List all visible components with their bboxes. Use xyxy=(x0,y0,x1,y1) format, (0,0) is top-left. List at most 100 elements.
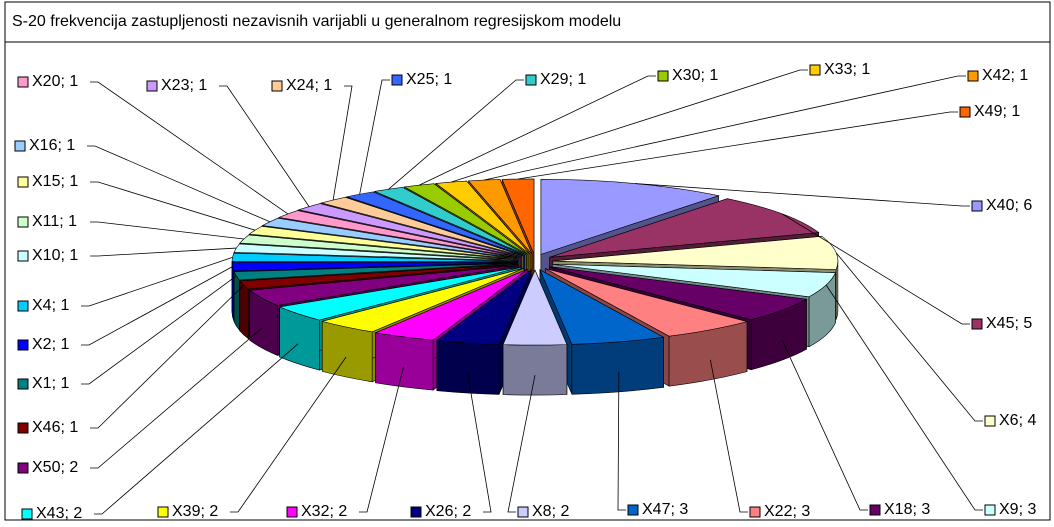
label-value: 3 xyxy=(1027,501,1036,518)
leader-line xyxy=(81,256,233,307)
slice-top xyxy=(539,269,665,345)
leader-line xyxy=(90,181,256,231)
label-category: X1 xyxy=(32,375,52,392)
legend-swatch xyxy=(657,70,669,82)
label-separator: ; xyxy=(852,61,861,78)
slice-side xyxy=(239,280,249,340)
label-category: X42 xyxy=(982,67,1011,84)
legend-swatch xyxy=(971,200,983,212)
leader-line xyxy=(450,69,808,183)
label-value: 3 xyxy=(801,503,810,520)
data-label: X29; 1 xyxy=(540,71,586,88)
label-value: 3 xyxy=(921,501,930,518)
label-category: X23 xyxy=(161,77,190,94)
label-separator: ; xyxy=(57,137,66,154)
slice-top xyxy=(467,179,533,255)
data-label: X1; 1 xyxy=(32,375,69,392)
legend-swatch xyxy=(17,250,29,262)
label-value: 1 xyxy=(66,137,75,154)
data-label: X42; 1 xyxy=(982,67,1028,84)
label-value: 1 xyxy=(709,67,718,84)
label-category: X50 xyxy=(32,459,61,476)
label-value: 1 xyxy=(69,247,78,264)
label-value: 2 xyxy=(69,459,78,476)
label-category: X26 xyxy=(425,503,454,520)
data-label: X18; 3 xyxy=(884,501,930,518)
label-separator: ; xyxy=(52,336,61,353)
label-separator: ; xyxy=(60,247,69,264)
label-category: X18 xyxy=(884,501,913,518)
label-separator: ; xyxy=(1019,501,1028,518)
data-label: X49; 1 xyxy=(974,103,1020,120)
leader-line xyxy=(467,372,492,513)
label-value: 2 xyxy=(73,505,82,522)
leader-line xyxy=(359,79,390,195)
data-label: X4; 1 xyxy=(32,297,69,314)
label-category: X33 xyxy=(824,61,853,78)
legend-swatch xyxy=(971,318,983,330)
legend-swatch xyxy=(17,300,29,312)
label-value: 1 xyxy=(69,173,78,190)
legend-swatch xyxy=(959,106,971,118)
slice-side xyxy=(436,340,500,395)
data-label: X47; 3 xyxy=(642,501,688,518)
label-value: 1 xyxy=(577,71,586,88)
data-label: X22; 3 xyxy=(764,503,810,520)
label-category: X39 xyxy=(172,503,201,520)
label-separator: ; xyxy=(200,503,209,520)
leader-line xyxy=(94,343,299,515)
label-value: 2 xyxy=(338,503,347,520)
slice-top xyxy=(549,266,808,321)
legend-swatch xyxy=(809,64,821,76)
label-category: X11 xyxy=(32,213,59,230)
legend-swatch xyxy=(286,506,298,518)
legend-swatch xyxy=(17,176,29,188)
legend-swatch xyxy=(17,76,29,88)
data-label: X32; 2 xyxy=(301,503,347,520)
label-value: 1 xyxy=(60,375,69,392)
leader-line xyxy=(332,85,353,201)
label-category: X4 xyxy=(32,297,52,314)
slice-top xyxy=(552,263,836,298)
label-separator: ; xyxy=(670,501,679,518)
label-separator: ; xyxy=(1002,103,1011,120)
label-category: X2 xyxy=(32,336,52,353)
label-category: X9 xyxy=(999,501,1019,518)
leader-line xyxy=(219,85,310,207)
legend-swatch xyxy=(17,216,29,228)
slice-top xyxy=(239,263,518,290)
leader-line xyxy=(709,359,748,513)
label-value: 1 xyxy=(69,73,78,90)
slice xyxy=(539,269,665,395)
label-value: 1 xyxy=(68,213,77,230)
label-separator: ; xyxy=(60,459,69,476)
label-separator: ; xyxy=(700,67,709,84)
data-label: X45; 5 xyxy=(986,315,1032,332)
data-label: X50; 2 xyxy=(32,459,78,476)
legend-swatch xyxy=(21,508,33,520)
label-category: X40 xyxy=(986,197,1015,214)
legend-swatch xyxy=(517,506,529,518)
leader-line xyxy=(81,266,233,346)
label-separator: ; xyxy=(912,501,921,518)
leader-line xyxy=(825,284,983,511)
leader-line xyxy=(90,327,263,469)
label-value: 1 xyxy=(861,61,870,78)
label-value: 1 xyxy=(323,77,332,94)
label-separator: ; xyxy=(1014,315,1023,332)
legend-swatch xyxy=(984,415,996,427)
label-separator: ; xyxy=(1010,67,1019,84)
label-category: X10 xyxy=(32,247,61,264)
label-separator: ; xyxy=(453,503,462,520)
label-separator: ; xyxy=(60,73,69,90)
legend-swatch xyxy=(14,140,26,152)
slice-top xyxy=(278,266,522,321)
data-label: X30; 1 xyxy=(672,67,718,84)
leader-line xyxy=(230,356,347,513)
label-separator: ; xyxy=(59,213,68,230)
data-label: X2; 1 xyxy=(32,336,69,353)
leader-line xyxy=(388,79,524,190)
leader-line xyxy=(484,75,966,181)
label-value: 1 xyxy=(1019,67,1028,84)
label-value: 6 xyxy=(1023,197,1032,214)
